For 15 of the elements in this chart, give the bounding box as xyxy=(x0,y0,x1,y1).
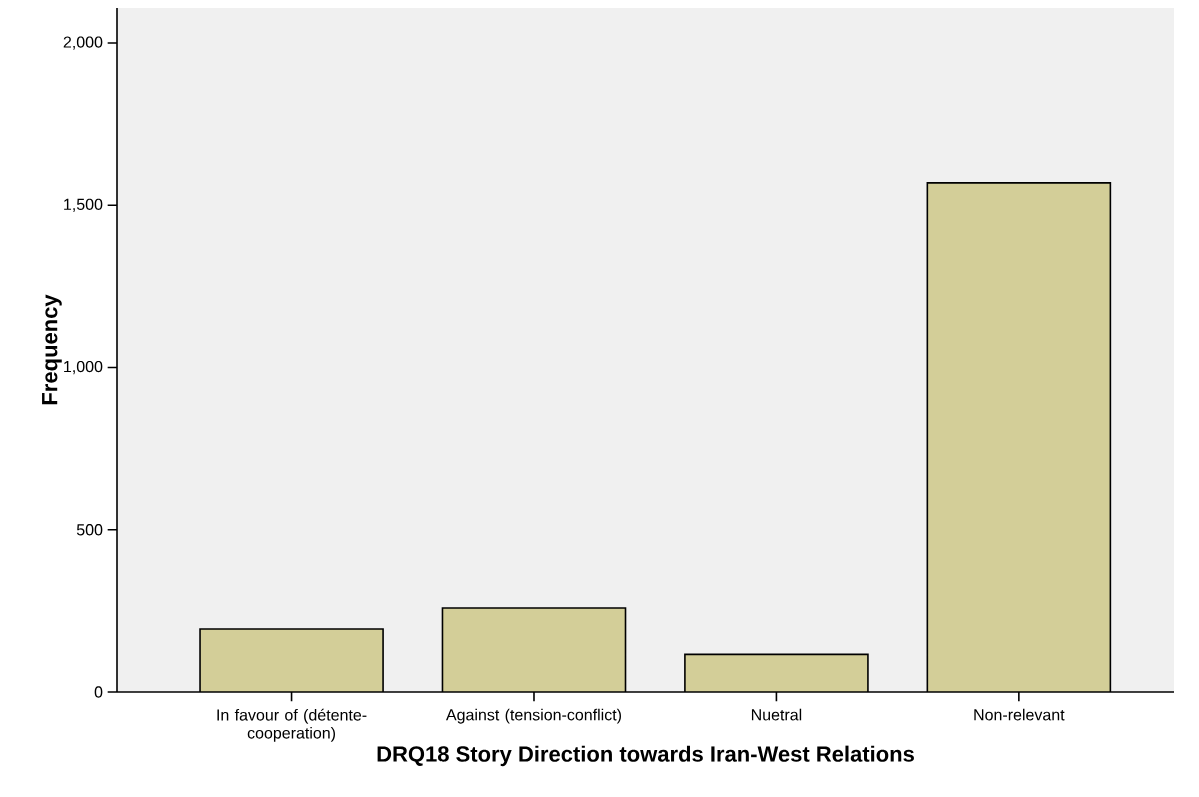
bar xyxy=(200,629,384,692)
bar xyxy=(684,654,868,692)
x-tick-label: Non-relevant xyxy=(974,708,1065,721)
y-tick-label: 0 xyxy=(94,686,103,698)
y-tick-label: 1,500 xyxy=(64,198,103,212)
bar xyxy=(926,182,1112,692)
x-tick-label: In favour of (détente-cooperation) xyxy=(217,708,367,742)
y-tick-label: 500 xyxy=(76,524,103,536)
x-tick-label: Nuetral xyxy=(751,708,802,721)
y-tick-label: 1,000 xyxy=(64,360,103,375)
bar xyxy=(442,607,626,692)
y-axis-title: Frequency xyxy=(42,294,62,405)
x-axis-title: DRQ18 Story Direction towards Iran-West Relations xyxy=(377,745,914,767)
x-tick-label: Against (tension-conflict) xyxy=(445,708,621,724)
y-tick-label: 2,000 xyxy=(63,36,103,50)
